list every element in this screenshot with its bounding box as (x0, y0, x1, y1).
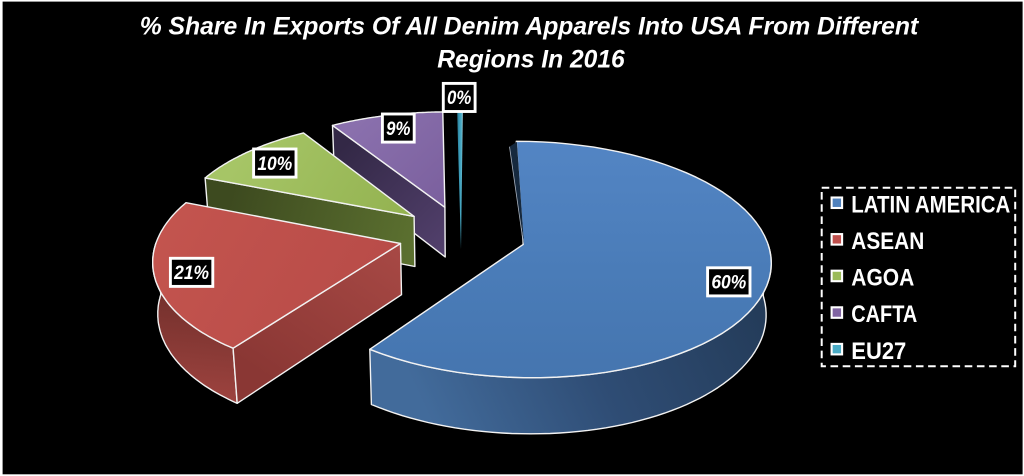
svg-text:21%: 21% (173, 262, 209, 284)
svg-text:AGOA: AGOA (851, 265, 914, 292)
svg-text:0%: 0% (447, 87, 471, 109)
svg-text:CAFTA: CAFTA (851, 301, 917, 328)
svg-text:EU27: EU27 (851, 338, 906, 365)
svg-text:ASEAN: ASEAN (851, 228, 924, 255)
svg-text:Regions In 2016: Regions In 2016 (437, 46, 626, 74)
svg-text:10%: 10% (257, 153, 292, 175)
svg-text:9%: 9% (386, 118, 410, 140)
svg-text:LATIN AMERICA: LATIN AMERICA (851, 191, 1010, 218)
svg-text:% Share In Exports Of All Deni: % Share In Exports Of All Denim Apparels… (140, 13, 920, 41)
svg-text:60%: 60% (711, 272, 746, 294)
